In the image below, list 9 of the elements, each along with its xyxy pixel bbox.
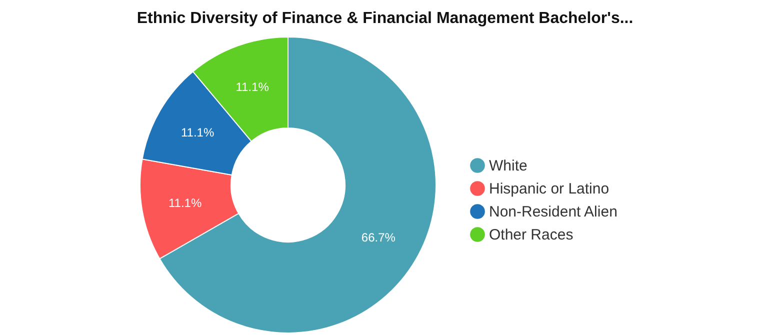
legend-label: White: [489, 158, 528, 174]
legend-label: Hispanic or Latino: [489, 180, 610, 198]
data-label: 11.1%: [236, 80, 270, 94]
data-label: 11.1%: [168, 196, 202, 210]
chart-title: Ethnic Diversity of Finance & Financial Management Bachelor's...: [136, 10, 634, 27]
legend-label: Other Races: [489, 226, 574, 244]
legend-label: Non-Resident Alien: [489, 204, 618, 220]
data-label: 11.1%: [180, 126, 214, 140]
data-label: 66.7%: [361, 230, 396, 244]
